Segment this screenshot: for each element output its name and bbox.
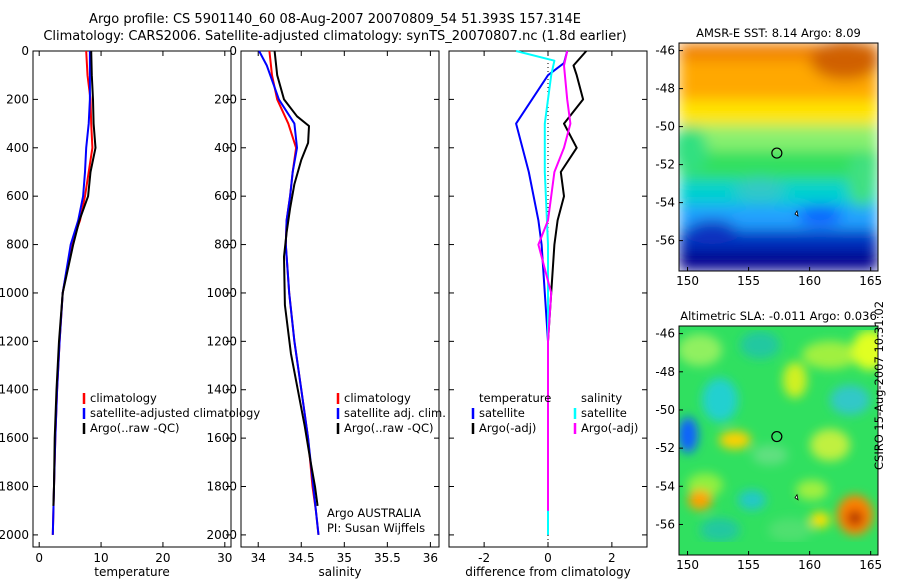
map-x-tick-label: 155: [737, 274, 760, 288]
x-tick-label: 0: [544, 551, 552, 565]
map-y-tick-label: -46: [655, 44, 675, 58]
salinity-panel-frame: [240, 50, 440, 548]
x-axis-label: salinity: [318, 565, 361, 579]
y-tick-label: 1600: [0, 431, 29, 445]
sla-map: [678, 325, 879, 556]
y-tick-label: 1000: [0, 286, 29, 300]
map-y-tick-label: -52: [655, 441, 675, 455]
map-x-tick-label: 165: [859, 558, 882, 572]
map-y-tick-label: -50: [655, 403, 675, 417]
sst-map: [678, 42, 879, 272]
map-y-tick-label: -54: [655, 479, 675, 493]
map-y-tick-label: -48: [655, 365, 675, 379]
creation-stamp: CSIRO 15-Aug-2007 10:31:02: [872, 300, 886, 470]
x-tick-label: 10: [93, 551, 108, 565]
x-tick-label: -2: [478, 551, 490, 565]
salinity-legend-label: climatology: [344, 391, 411, 405]
temperature-legend-label: satellite-adjusted climatology: [90, 406, 260, 420]
y-tick-label: 2000: [206, 528, 237, 542]
difference-temperature-legend-label: temperature: [479, 391, 551, 405]
y-tick-label: 1400: [0, 383, 29, 397]
temperature-panel-frame: [32, 50, 232, 548]
difference-temperature-legend-label: satellite: [479, 406, 525, 420]
map-title: AMSR-E SST: 8.14 Argo: 8.09: [696, 26, 861, 40]
x-tick-label: 20: [155, 551, 170, 565]
series-line-salinity-argo-adj-: [537, 50, 572, 511]
y-tick-label: 400: [214, 141, 237, 155]
x-axis-label: difference from climatology: [465, 565, 631, 579]
difference-salinity-legend-label: satellite: [581, 406, 627, 420]
temperature-legend-label: Argo(..raw -QC): [90, 421, 180, 435]
series-line-temperature-argo-adj-: [547, 50, 588, 511]
float-position-marker: [771, 430, 783, 443]
y-tick-label: 1600: [206, 431, 237, 445]
map-x-tick-label: 150: [676, 558, 699, 572]
y-tick-label: 600: [214, 189, 237, 203]
difference-temperature-legend-label: Argo(-adj): [479, 421, 536, 435]
y-tick-label: 200: [214, 92, 237, 106]
series-line-satellite-adjusted-climatology: [51, 51, 91, 535]
map-y-tick-label: -48: [655, 82, 675, 96]
map-y-tick-label: -52: [655, 158, 675, 172]
y-tick-label: 1000: [206, 286, 237, 300]
map-y-tick-label: -54: [655, 196, 675, 210]
x-tick-label: 2: [608, 551, 616, 565]
y-tick-label: 1200: [206, 334, 237, 348]
y-tick-label: 800: [214, 238, 237, 252]
series-line-argo-raw-qc-: [52, 50, 97, 506]
series-line-salinity-satellite: [515, 50, 556, 535]
series-line-climatology: [51, 50, 94, 535]
map-x-tick-label: 155: [737, 558, 760, 572]
y-tick-label: 0: [229, 44, 237, 58]
map-y-tick-label: -50: [655, 120, 675, 134]
x-tick-label: 35.5: [374, 551, 401, 565]
figure-title-line-1: Argo profile: CS 5901140_60 08-Aug-2007 …: [89, 12, 581, 27]
map-x-tick-label: 160: [798, 558, 821, 572]
y-tick-label: 2000: [0, 528, 29, 542]
x-tick-label: 0: [35, 551, 43, 565]
x-tick-label: 30: [217, 551, 232, 565]
y-tick-label: 1800: [0, 480, 29, 494]
map-y-tick-label: -56: [655, 234, 675, 248]
x-tick-label: 34: [251, 551, 266, 565]
x-tick-label: 34.5: [288, 551, 315, 565]
x-tick-label: 36: [423, 551, 438, 565]
y-tick-label: 600: [6, 189, 29, 203]
temperature-legend-label: climatology: [90, 391, 157, 405]
series-line-temperature-satellite: [515, 50, 569, 535]
map-title: Altimetric SLA: -0.011 Argo: 0.036: [680, 309, 877, 323]
map-x-tick-label: 150: [676, 274, 699, 288]
x-axis-label: temperature: [94, 565, 169, 579]
island-marker: [794, 493, 799, 501]
map-y-tick-label: -46: [655, 327, 675, 341]
y-tick-label: 0: [21, 44, 29, 58]
map-y-tick-label: -56: [655, 517, 675, 531]
argo-annotation: PI: Susan Wijffels: [327, 521, 425, 535]
y-tick-label: 800: [6, 238, 29, 252]
y-tick-label: 1800: [206, 480, 237, 494]
y-tick-label: 1400: [206, 383, 237, 397]
series-line-argo-raw-qc-: [273, 50, 319, 507]
figure-title-line-2: Climatology: CARS2006. Satellite-adjuste…: [43, 29, 627, 44]
salinity-legend-label: satellite adj. clim.: [344, 406, 446, 420]
y-tick-label: 400: [6, 141, 29, 155]
x-tick-label: 35: [337, 551, 352, 565]
y-tick-label: 1200: [0, 334, 29, 348]
y-tick-label: 200: [6, 92, 29, 106]
difference-salinity-legend-label: Argo(-adj): [581, 421, 638, 435]
argo-annotation: Argo AUSTRALIA: [327, 506, 421, 520]
salinity-legend-label: Argo(..raw -QC): [344, 421, 434, 435]
map-x-tick-label: 160: [798, 274, 821, 288]
difference-salinity-legend-label: salinity: [581, 391, 622, 405]
float-position-marker: [771, 147, 783, 159]
map-x-tick-label: 165: [859, 274, 882, 288]
island-marker: [794, 209, 799, 217]
